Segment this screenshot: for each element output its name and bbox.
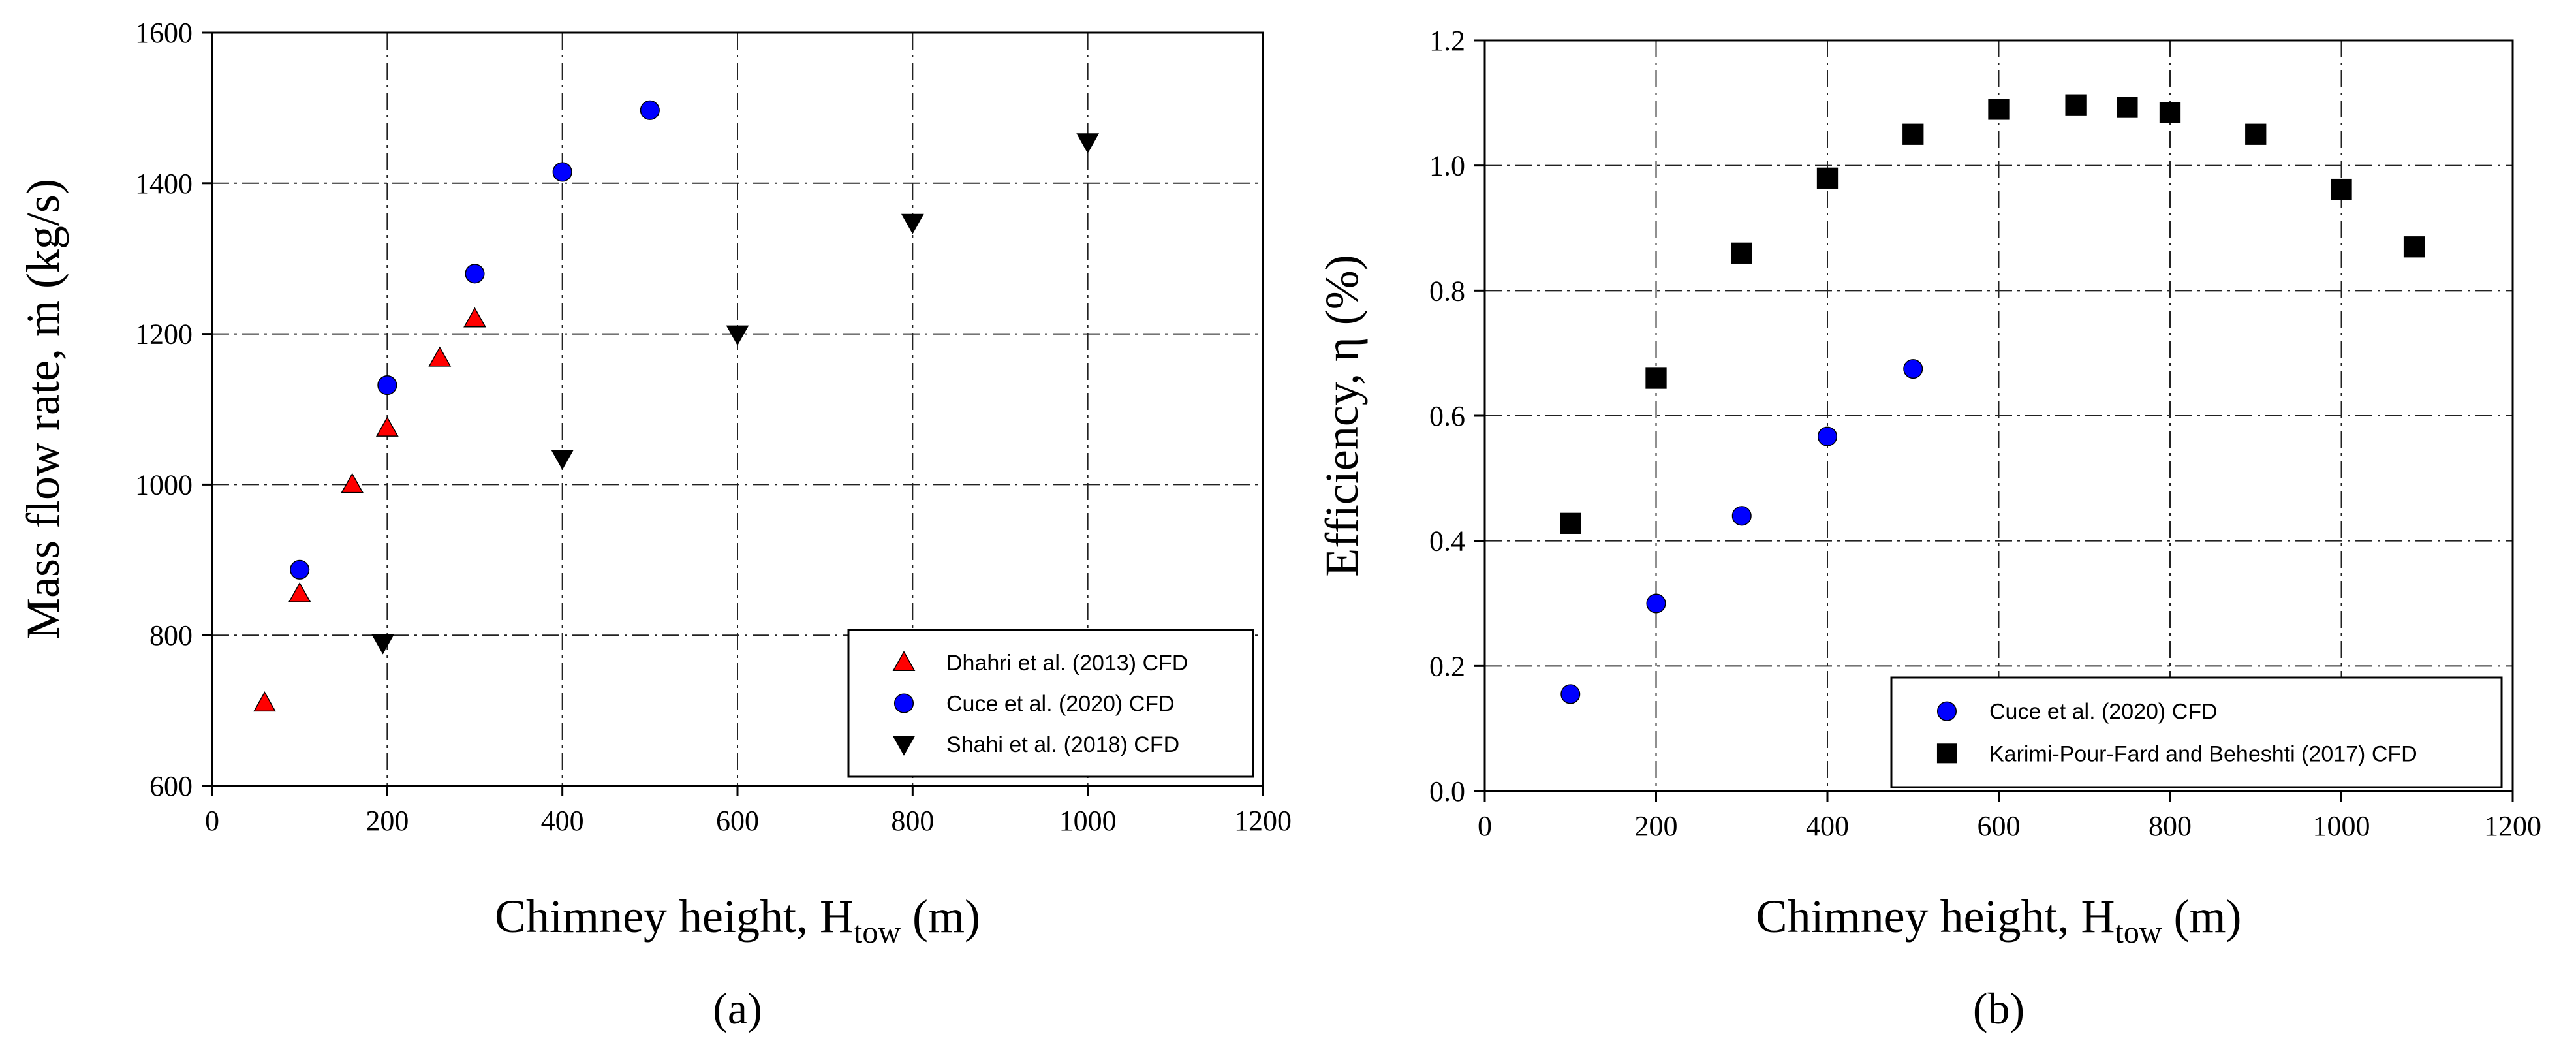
data-point bbox=[552, 162, 572, 182]
x-tick-label: 1000 bbox=[1059, 805, 1117, 837]
data-point bbox=[2159, 102, 2181, 123]
x-tick-label: 400 bbox=[541, 805, 584, 837]
legend-box bbox=[847, 629, 1254, 778]
chart-b: 0 200 400 600 800 1000 1200 0.0 0.2 0.4 0.6 0.8 1.0 1… bbox=[1316, 25, 2541, 1033]
y-tick-label: 800 bbox=[149, 619, 193, 651]
legend-box bbox=[1890, 676, 2503, 788]
panel-caption: (b) bbox=[1973, 984, 2025, 1033]
data-point bbox=[288, 582, 311, 602]
data-point bbox=[1560, 512, 1581, 534]
data-point bbox=[2403, 236, 2425, 258]
y-tick-label: 600 bbox=[149, 770, 193, 802]
data-point bbox=[375, 416, 399, 437]
x-tick-label: 600 bbox=[1978, 810, 2021, 842]
legend-marker bbox=[1936, 701, 1957, 721]
series-1 bbox=[1560, 94, 2425, 534]
data-point bbox=[1731, 242, 1752, 264]
data-point bbox=[290, 559, 310, 580]
data-point bbox=[465, 264, 485, 284]
x-tick-label: 200 bbox=[1635, 810, 1678, 842]
x-tick-label: 1200 bbox=[2484, 810, 2541, 842]
legend-marker bbox=[892, 651, 916, 672]
data-point bbox=[1645, 367, 1667, 389]
data-point bbox=[2245, 123, 2267, 145]
legend: Dhahri et al. (2013) CFD Cuce et al. (202… bbox=[847, 629, 1254, 778]
y-axis-title: Mass flow rate, ṁ (kg/s) bbox=[17, 179, 69, 640]
data-point bbox=[901, 213, 924, 234]
x-tick-label: 0 bbox=[1478, 810, 1492, 842]
x-axis-title: Chimney height, Htow (m) bbox=[1756, 890, 2242, 950]
data-point bbox=[463, 307, 486, 328]
data-point bbox=[1988, 99, 2010, 120]
data-point bbox=[253, 691, 276, 712]
x-tick-label: 1000 bbox=[2313, 810, 2370, 842]
legend-marker bbox=[1936, 743, 1957, 764]
data-point bbox=[1903, 359, 1923, 379]
legend-label: Karimi-Pour-Fard and Beheshti (2017) CFD bbox=[1989, 741, 2417, 766]
y-tick-label: 1600 bbox=[135, 17, 193, 49]
data-point bbox=[2065, 94, 2087, 116]
y-tick-label: 1.0 bbox=[1429, 150, 1465, 182]
panel-caption: (a) bbox=[713, 984, 762, 1033]
legend-label: Cuce et al. (2020) CFD bbox=[1989, 700, 2218, 725]
x-axis-title: Chimney height, Htow (m) bbox=[495, 890, 980, 950]
y-tick-label: 0.0 bbox=[1429, 775, 1465, 807]
legend: Cuce et al. (2020) CFD Karimi-Pour-Fard a… bbox=[1890, 676, 2503, 788]
legend-marker bbox=[892, 735, 916, 756]
y-tick-label: 0.6 bbox=[1429, 400, 1465, 432]
x-tick-label: 800 bbox=[2149, 810, 2192, 842]
data-point bbox=[341, 473, 364, 493]
data-point bbox=[1816, 167, 1839, 189]
y-tick-label: 1400 bbox=[135, 168, 193, 200]
series-1 bbox=[290, 100, 660, 580]
data-point bbox=[1731, 506, 1752, 526]
data-point bbox=[640, 100, 660, 120]
y-tick-label: 1.2 bbox=[1429, 25, 1465, 57]
data-point bbox=[377, 375, 397, 396]
series-0 bbox=[253, 307, 486, 712]
x-tick-label: 800 bbox=[891, 805, 934, 837]
data-point bbox=[371, 634, 395, 655]
data-point bbox=[1646, 593, 1666, 614]
data-point bbox=[1076, 133, 1100, 154]
x-tick-label: 200 bbox=[365, 805, 409, 837]
data-point bbox=[2117, 97, 2138, 118]
x-tick-label: 0 bbox=[205, 805, 219, 837]
x-tick-label: 400 bbox=[1806, 810, 1849, 842]
legend-label: Cuce et al. (2020) CFD bbox=[946, 692, 1175, 717]
y-tick-label: 1000 bbox=[135, 469, 193, 501]
data-point bbox=[551, 449, 574, 470]
data-point bbox=[428, 346, 452, 367]
y-tick-label: 0.8 bbox=[1429, 275, 1465, 307]
legend-label: Shahi et al. (2018) CFD bbox=[946, 732, 1179, 757]
y-tick-label: 0.2 bbox=[1429, 650, 1465, 682]
y-tick-label: 1200 bbox=[135, 319, 193, 351]
x-tick-label: 1200 bbox=[1234, 805, 1292, 837]
series-0 bbox=[1560, 359, 1923, 704]
chart-a: 0 200 400 600 800 1000 1200 600 800 1000 1200 1400 1… bbox=[17, 17, 1292, 1033]
data-point bbox=[1817, 426, 1838, 446]
data-point bbox=[2331, 178, 2352, 200]
legend-marker bbox=[893, 693, 914, 713]
data-point bbox=[1560, 684, 1581, 704]
data-point bbox=[1902, 123, 1924, 145]
y-axis-title: Efficiency, η (%) bbox=[1316, 255, 1368, 576]
data-point bbox=[726, 325, 749, 346]
x-tick-label: 600 bbox=[716, 805, 759, 837]
legend-label: Dhahri et al. (2013) CFD bbox=[946, 651, 1188, 676]
series-2 bbox=[371, 133, 1100, 655]
y-tick-label: 0.4 bbox=[1429, 525, 1465, 557]
